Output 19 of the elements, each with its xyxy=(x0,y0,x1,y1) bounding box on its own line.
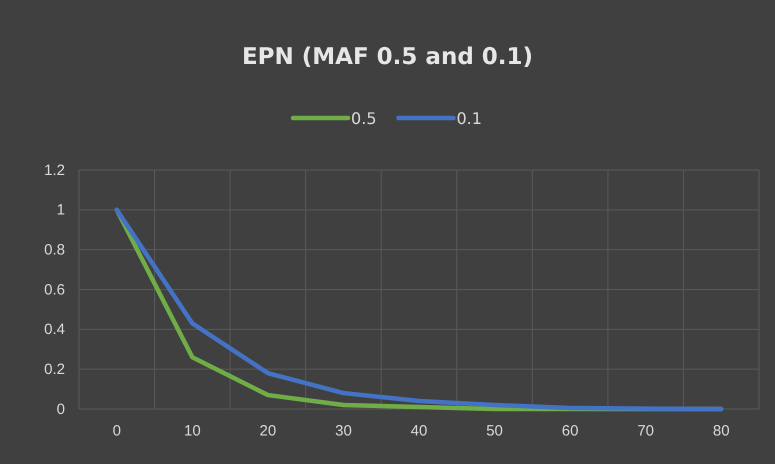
legend-label: 0.5 xyxy=(351,109,376,128)
y-tick-label: 0.4 xyxy=(44,321,65,338)
x-tick-label: 40 xyxy=(410,422,428,440)
x-tick-label: 0 xyxy=(112,422,121,440)
x-tick-label: 80 xyxy=(712,422,730,440)
legend-label: 0.1 xyxy=(456,109,482,128)
x-tick-label: 20 xyxy=(260,422,276,440)
x-tick-label: 30 xyxy=(335,422,352,440)
chart-title: EPN (MAF 0.5 and 0.1) xyxy=(242,44,534,70)
x-tick-label: 70 xyxy=(637,422,654,440)
y-tick-label: 1 xyxy=(56,202,65,219)
y-tick-label: 0.2 xyxy=(44,360,65,378)
y-tick-label: 0.8 xyxy=(44,241,65,258)
x-tick-label: 50 xyxy=(486,422,503,440)
y-tick-label: 0 xyxy=(56,400,65,418)
x-tick-label: 60 xyxy=(562,422,578,440)
y-tick-label: 0.6 xyxy=(44,281,65,298)
y-tick-label: 1.2 xyxy=(44,162,65,179)
x-tick-label: 10 xyxy=(184,422,201,440)
